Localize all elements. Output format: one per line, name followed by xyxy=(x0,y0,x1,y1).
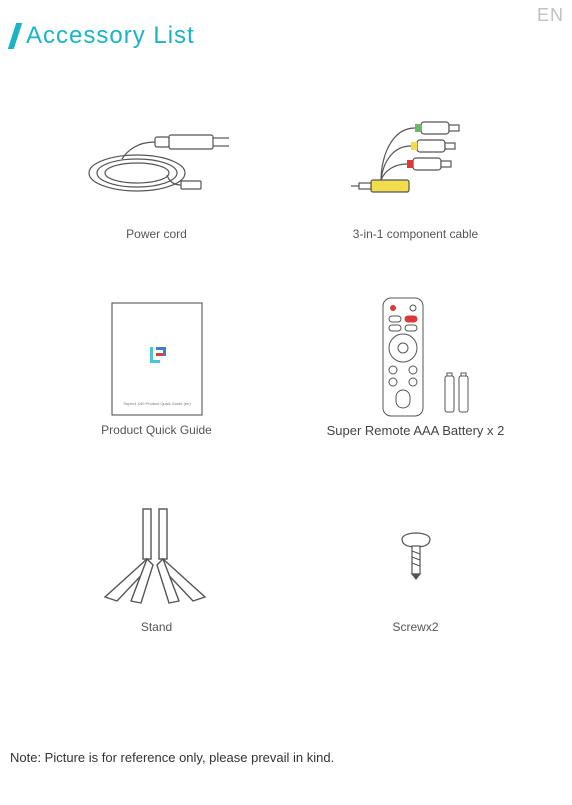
component-cable-icon xyxy=(341,110,491,215)
screw-icon xyxy=(381,503,451,608)
accessory-label: 3-in-1 component cable xyxy=(353,227,478,241)
accessory-remote-battery: Super Remote AAA Battery x 2 xyxy=(291,306,540,438)
accessory-label: Stand xyxy=(141,620,172,634)
accessory-quick-guide: Super4 X40 Product Quick Guide (en) Prod… xyxy=(32,306,281,438)
accessory-screw: Screwx2 xyxy=(291,503,540,634)
page-header: Accessory List xyxy=(0,0,572,50)
header-slash-icon xyxy=(8,23,22,49)
accessory-label: Product Quick Guide xyxy=(101,423,212,437)
language-badge: EN xyxy=(537,5,564,26)
accessory-stand: Stand xyxy=(32,503,281,634)
page-title: Accessory List xyxy=(26,22,195,50)
accessory-label: Power cord xyxy=(126,227,187,241)
footer-note: Note: Picture is for reference only, ple… xyxy=(10,750,334,765)
svg-text:Super4 X40 Product Quick Guide: Super4 X40 Product Quick Guide (en) xyxy=(123,401,191,406)
accessory-label: Super Remote AAA Battery x 2 xyxy=(327,423,505,438)
accessory-component-cable: 3-in-1 component cable xyxy=(291,110,540,241)
accessory-label: Screwx2 xyxy=(392,620,438,634)
quick-guide-icon: Super4 X40 Product Quick Guide (en) xyxy=(102,306,212,411)
remote-battery-icon xyxy=(341,306,491,411)
accessory-power-cord: Power cord xyxy=(32,110,281,241)
stand-icon xyxy=(87,503,227,608)
power-cord-icon xyxy=(77,110,237,215)
accessory-grid: Power cord xyxy=(0,50,572,634)
